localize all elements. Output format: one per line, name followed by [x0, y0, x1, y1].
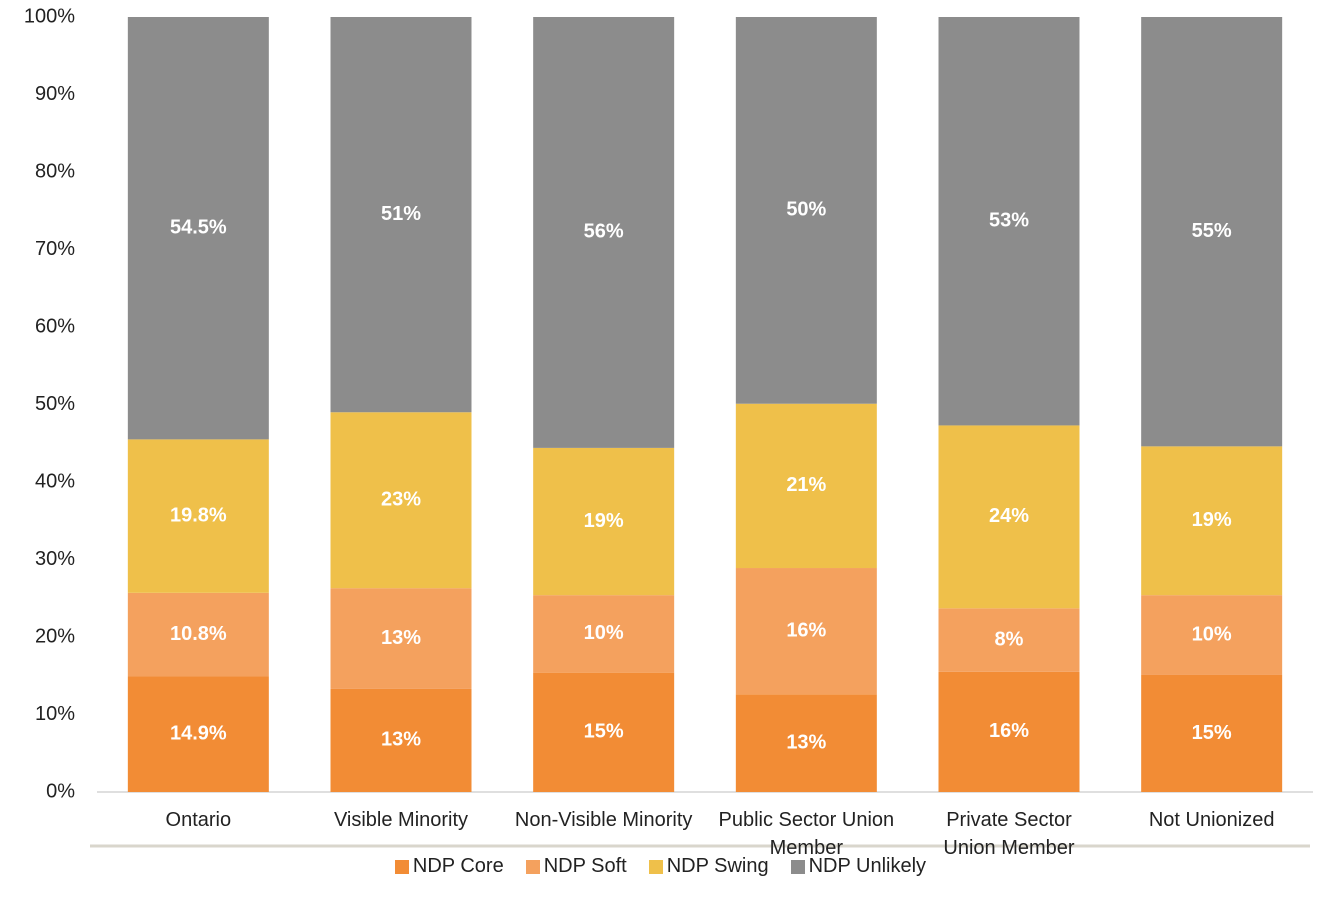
legend-item: NDP Core [394, 855, 504, 878]
y-tick-label: 20% [35, 625, 75, 647]
y-tick-label: 90% [35, 83, 75, 105]
bar-segment [330, 412, 472, 589]
bar-segment [1141, 446, 1283, 596]
legend-item: NDP Unlikely [790, 855, 927, 878]
legend-swatch [525, 859, 540, 874]
data-label: 16% [989, 720, 1029, 742]
bar-segment [1141, 17, 1283, 447]
data-label: 21% [786, 474, 826, 496]
legend-item: NDP Soft [525, 855, 627, 878]
bar-segment [938, 425, 1080, 609]
bar-segment [127, 17, 269, 440]
legend-label: NDP Unlikely [808, 855, 927, 877]
x-tick-label: Public Sector Union Member [718, 809, 895, 859]
data-label: 56% [584, 221, 624, 243]
x-tick-label: Non-Visible Minority [514, 809, 693, 831]
x-tick-label: Private Sector Union Member [943, 809, 1075, 859]
data-label: 13% [786, 731, 826, 753]
bar-segment [735, 403, 877, 569]
y-tick-label: 0% [46, 780, 75, 802]
bar-segment [533, 595, 675, 673]
bar-segment [127, 439, 269, 593]
data-label: 54.5% [170, 216, 227, 238]
y-tick-label: 30% [35, 548, 75, 570]
y-tick-label: 40% [35, 470, 75, 492]
y-tick-label: 70% [35, 238, 75, 260]
bar-segment [735, 694, 877, 792]
data-label: 51% [381, 203, 421, 225]
bar-segment [735, 17, 877, 404]
bar-segment [330, 17, 472, 413]
data-label: 10.8% [170, 623, 227, 645]
legend-label: NDP Soft [543, 855, 627, 877]
data-label: 10% [584, 622, 624, 644]
data-label: 14.9% [170, 723, 227, 745]
bar-segment [938, 671, 1080, 792]
data-label: 13% [381, 729, 421, 751]
bar-segment [938, 608, 1080, 672]
legend-swatch [394, 859, 409, 874]
y-tick-label: 50% [35, 393, 75, 415]
legend: NDP Core NDP Soft NDP Swing NDP Unlikely [0, 855, 1321, 878]
bar-segment [735, 568, 877, 695]
y-tick-label: 80% [35, 160, 75, 182]
bar-segment [533, 17, 675, 448]
bar-segment [1141, 674, 1283, 792]
bar-segment [533, 672, 675, 792]
bar-segment [533, 447, 675, 596]
data-label: 19% [584, 510, 624, 532]
bar-segment [330, 588, 472, 689]
legend-label: NDP Core [412, 855, 504, 877]
data-label: 23% [381, 488, 421, 510]
x-tick-label: Ontario [165, 809, 232, 831]
legend-item: NDP Swing [648, 855, 769, 878]
data-label: 19.8% [170, 504, 227, 526]
bar-segment [127, 676, 269, 792]
data-label: 19% [1192, 509, 1232, 531]
data-label: 15% [584, 721, 624, 743]
data-label: 24% [989, 505, 1029, 527]
legend-swatch [790, 859, 805, 874]
bar-segment [330, 688, 472, 792]
data-label: 50% [786, 199, 826, 221]
data-label: 15% [1192, 722, 1232, 744]
bar-segment [1141, 595, 1283, 675]
y-tick-label: 100% [24, 5, 75, 27]
data-label: 10% [1192, 623, 1232, 645]
data-label: 8% [995, 628, 1024, 650]
data-label: 55% [1192, 220, 1232, 242]
bar-segment [127, 592, 269, 677]
legend-label: NDP Swing [666, 855, 769, 877]
x-tick-label: Visible Minority [333, 809, 469, 831]
data-label: 13% [381, 627, 421, 649]
bar-segment [938, 17, 1080, 426]
data-label: 16% [786, 619, 826, 641]
y-tick-label: 10% [35, 703, 75, 725]
y-tick-label: 60% [35, 315, 75, 337]
x-tick-label: Not Unionized [1148, 809, 1275, 831]
legend-swatch [648, 859, 663, 874]
data-label: 53% [989, 209, 1029, 231]
